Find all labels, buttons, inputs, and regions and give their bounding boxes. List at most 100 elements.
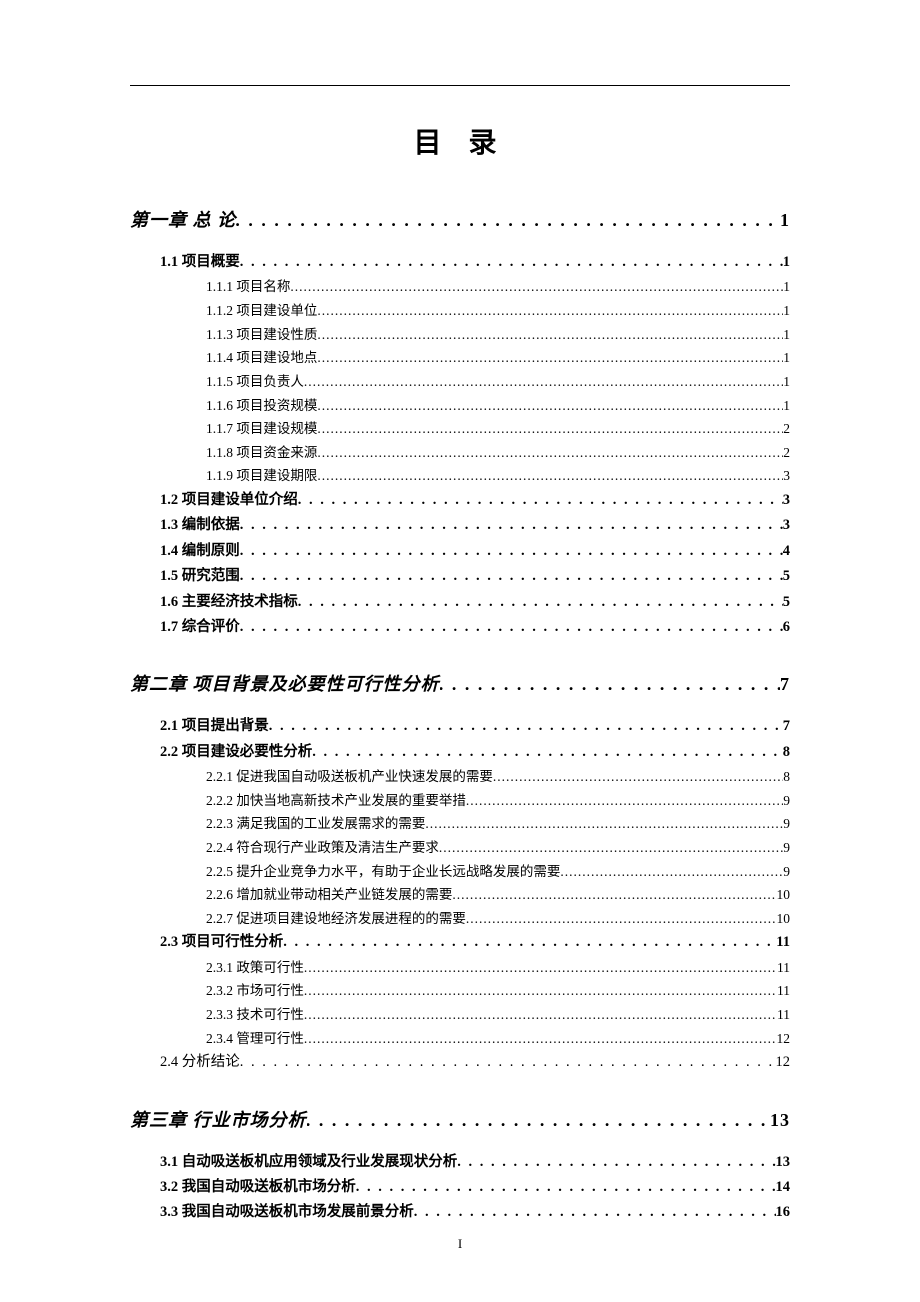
toc-page: 1 — [783, 346, 790, 370]
toc-page: 13 — [776, 1150, 791, 1175]
toc-dots: ........................................… — [304, 1003, 777, 1027]
toc-page: 9 — [783, 836, 790, 860]
toc-page: 3 — [783, 513, 790, 538]
toc-label: 1.1.2 项目建设单位 — [206, 299, 317, 323]
toc-row: 1.1.8 项目资金来源 ...........................… — [206, 441, 790, 465]
toc-label: 第三章 行业市场分析 — [130, 1106, 307, 1132]
toc-label: 1.1.8 项目资金来源 — [206, 441, 317, 465]
toc-row: 2.3 项目可行性分析 . . . . . . . . . . . . . . … — [160, 930, 790, 955]
toc-page: 3 — [783, 464, 790, 488]
toc-dots: . . . . . . . . . . . . . . . . . . . . … — [312, 740, 783, 765]
toc-page: 16 — [776, 1200, 791, 1225]
toc-row: 2.2 项目建设必要性分析 . . . . . . . . . . . . . … — [160, 740, 790, 765]
toc-label: 2.2.6 增加就业带动相关产业链发展的需要 — [206, 883, 452, 907]
toc-dots: ........................................… — [304, 956, 777, 980]
toc-dots: . . . . . . . . . . . . . . . . . . . . … — [240, 539, 783, 564]
toc-dots: . . . . . . . . . . . . . . . . . . . . … — [283, 930, 776, 955]
toc-dots: ........................................… — [290, 275, 783, 299]
toc-page: 1 — [783, 299, 790, 323]
toc-dots: ........................................… — [425, 812, 783, 836]
toc-row: 2.3.2 市场可行性 ............................… — [206, 979, 790, 1003]
toc-page: 1 — [783, 394, 790, 418]
page-container: 目 录 第一章 总 论 . . . . . . . . . . . . . . … — [0, 0, 920, 1296]
doc-title: 目 录 — [130, 121, 790, 161]
toc-dots: ........................................… — [560, 860, 783, 884]
toc-row: 1.1.9 项目建设期限 ...........................… — [206, 464, 790, 488]
toc-label: 1.2 项目建设单位介绍 — [160, 488, 298, 513]
toc-page: 1 — [783, 370, 790, 394]
toc-row: 2.2.6 增加就业带动相关产业链发展的需要 .................… — [206, 883, 790, 907]
toc-label: 1.1 项目概要 — [160, 250, 240, 275]
toc-label: 2.3.2 市场可行性 — [206, 979, 304, 1003]
toc-row: 2.2.4 符合现行产业政策及清洁生产要求 ..................… — [206, 836, 790, 860]
toc-label: 2.4 分析结论 — [160, 1050, 240, 1075]
toc-page: 7 — [783, 714, 790, 739]
toc-page: 3 — [783, 488, 790, 513]
toc-dots: . . . . . . . . . . . . . . . . . . . . … — [356, 1175, 776, 1200]
toc-dots: ........................................… — [317, 464, 783, 488]
toc-row: 1.5 研究范围 . . . . . . . . . . . . . . . .… — [160, 564, 790, 589]
toc-dots: ........................................… — [304, 1027, 777, 1051]
toc-dots: . . . . . . . . . . . . . . . . . . . . … — [240, 250, 783, 275]
toc-label: 2.2.1 促进我国自动吸送板机产业快速发展的需要 — [206, 765, 493, 789]
toc-row: 2.2.1 促进我国自动吸送板机产业快速发展的需要 ..............… — [206, 765, 790, 789]
toc-label: 2.3 项目可行性分析 — [160, 930, 283, 955]
toc-page: 11 — [777, 956, 790, 980]
toc-row: 1.1.6 项目投资规模 ...........................… — [206, 394, 790, 418]
toc-row: 2.4 分析结论 . . . . . . . . . . . . . . . .… — [160, 1050, 790, 1075]
toc-label: 3.3 我国自动吸送板机市场发展前景分析 — [160, 1200, 414, 1225]
toc-dots: ........................................… — [317, 299, 783, 323]
toc-page: 12 — [777, 1027, 791, 1051]
toc-dots: ........................................… — [304, 979, 777, 1003]
toc-dots: . . . . . . . . . . . . . . . . . . . . … — [240, 1050, 776, 1075]
toc-page: 5 — [783, 564, 790, 589]
toc-row: 1.3 编制依据 . . . . . . . . . . . . . . . .… — [160, 513, 790, 538]
toc-chapter: 第三章 行业市场分析 . . . . . . . . . . . . . . .… — [130, 1106, 790, 1226]
toc-row: 1.7 综合评价 . . . . . . . . . . . . . . . .… — [160, 615, 790, 640]
toc-row: 1.4 编制原则 . . . . . . . . . . . . . . . .… — [160, 539, 790, 564]
toc-label: 1.1.3 项目建设性质 — [206, 323, 317, 347]
toc-dots: ........................................… — [304, 370, 783, 394]
toc-row: 2.1 项目提出背景 . . . . . . . . . . . . . . .… — [160, 714, 790, 739]
toc-label: 2.2.5 提升企业竞争力水平，有助于企业长远战略发展的需要 — [206, 860, 560, 884]
toc-dots: ........................................… — [466, 907, 777, 931]
toc-label: 2.2.7 促进项目建设地经济发展进程的的需要 — [206, 907, 466, 931]
toc-dots: . . . . . . . . . . . . . . . . . . . . … — [298, 590, 783, 615]
toc-root: 第一章 总 论 . . . . . . . . . . . . . . . . … — [130, 206, 790, 1226]
toc-label: 1.4 编制原则 — [160, 539, 240, 564]
toc-label: 1.6 主要经济技术指标 — [160, 590, 298, 615]
toc-dots: ........................................… — [439, 836, 783, 860]
toc-dots: . . . . . . . . . . . . . . . . . . . . … — [440, 674, 781, 695]
toc-row: 第二章 项目背景及必要性可行性分析 . . . . . . . . . . . … — [130, 670, 790, 696]
toc-dots: ........................................… — [317, 346, 783, 370]
toc-row: 1.1.7 项目建设规模 ...........................… — [206, 417, 790, 441]
toc-page: 4 — [783, 539, 790, 564]
toc-row: 2.2.2 加快当地高新技术产业发展的重要举措 ................… — [206, 789, 790, 813]
toc-dots: . . . . . . . . . . . . . . . . . . . . … — [236, 210, 780, 231]
toc-row: 1.1.3 项目建设性质 ...........................… — [206, 323, 790, 347]
toc-label: 1.1.5 项目负责人 — [206, 370, 304, 394]
toc-page: 8 — [783, 740, 790, 765]
toc-dots: . . . . . . . . . . . . . . . . . . . . … — [240, 564, 783, 589]
toc-label: 第二章 项目背景及必要性可行性分析 — [130, 670, 440, 696]
toc-page: 10 — [777, 907, 791, 931]
toc-dots: ........................................… — [317, 441, 783, 465]
toc-row: 2.2.7 促进项目建设地经济发展进程的的需要 ................… — [206, 907, 790, 931]
toc-page: 11 — [777, 1003, 790, 1027]
toc-label: 1.1.7 项目建设规模 — [206, 417, 317, 441]
toc-dots: . . . . . . . . . . . . . . . . . . . . … — [240, 615, 783, 640]
toc-label: 1.3 编制依据 — [160, 513, 240, 538]
toc-page: 10 — [777, 883, 791, 907]
toc-row: 第三章 行业市场分析 . . . . . . . . . . . . . . .… — [130, 1106, 790, 1132]
toc-page: 5 — [783, 590, 790, 615]
toc-label: 3.2 我国自动吸送板机市场分析 — [160, 1175, 356, 1200]
toc-label: 2.3.1 政策可行性 — [206, 956, 304, 980]
toc-label: 2.3.3 技术可行性 — [206, 1003, 304, 1027]
toc-dots: ........................................… — [493, 765, 783, 789]
toc-label: 第一章 总 论 — [130, 206, 236, 232]
toc-row: 1.1.4 项目建设地点 ...........................… — [206, 346, 790, 370]
toc-row: 2.3.4 管理可行性 ............................… — [206, 1027, 790, 1051]
toc-chapter: 第二章 项目背景及必要性可行性分析 . . . . . . . . . . . … — [130, 670, 790, 1075]
toc-row: 1.1.5 项目负责人 ............................… — [206, 370, 790, 394]
toc-page: 13 — [770, 1110, 790, 1131]
